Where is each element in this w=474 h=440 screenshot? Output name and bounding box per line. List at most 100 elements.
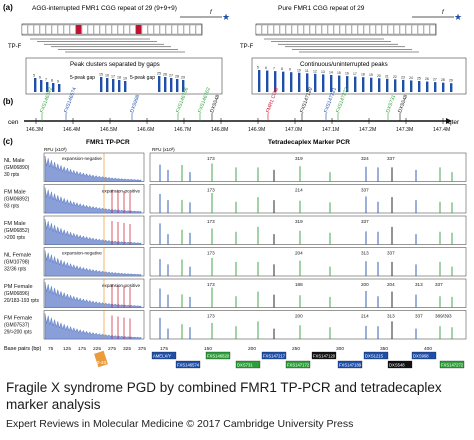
cgg-unit	[159, 24, 166, 35]
cgg-unit	[375, 24, 382, 35]
marker-box	[387, 360, 413, 369]
peak-number: 16	[105, 74, 109, 78]
schematic-peak	[402, 79, 405, 92]
cgg-unit	[291, 24, 298, 35]
peak-number: 5	[257, 66, 259, 70]
marker-box	[151, 351, 177, 360]
peak-number: 18	[361, 73, 365, 77]
cgg-unit	[111, 24, 118, 35]
sample-id: (GM06892)	[4, 197, 30, 203]
marker-label: DXS548	[209, 94, 221, 114]
panel-a-label: (a)	[3, 3, 13, 12]
tp-pcr-peaks	[44, 218, 142, 245]
peak-number: 29	[449, 79, 453, 83]
cgg-unit	[345, 24, 352, 35]
sample-name: FM Male	[4, 221, 26, 227]
peak-annotation: 313	[415, 282, 423, 287]
marker-pcr-trace	[149, 215, 467, 245]
bp-tick-label: 150	[204, 346, 212, 352]
sample-name: NL Female	[4, 253, 31, 259]
marker-pcr-trace	[149, 310, 467, 340]
peak-box-right	[251, 57, 467, 95]
cgg-unit	[147, 24, 154, 35]
peak-number: 6	[265, 66, 267, 70]
marker-box-label: FXS147172	[287, 362, 310, 367]
peak-number: 17	[111, 75, 115, 79]
cgg-unit	[357, 24, 364, 35]
peak-number: 13	[321, 70, 325, 74]
peak-number: 5	[33, 74, 35, 78]
marker-box-label: FXS147217	[263, 353, 286, 358]
marker-box	[235, 360, 261, 369]
expansion-positive-label: expansion-positive	[102, 189, 140, 194]
peak-annotation: 173	[207, 219, 215, 224]
peak-annotation: 188	[295, 282, 303, 287]
peak-number: 24	[409, 76, 413, 80]
cgg-unit	[153, 24, 160, 35]
peak-number: 16	[345, 72, 349, 76]
sample-repeats: >200 rpts	[4, 235, 25, 241]
gap-label-1: 5-peak gap	[70, 75, 95, 81]
cgg-unit	[411, 24, 418, 35]
primer-f-left: f	[210, 10, 213, 16]
cgg-unit	[279, 24, 286, 35]
schematic-peak	[124, 81, 127, 92]
peak-annotation: 313	[361, 251, 369, 256]
marker-box	[337, 360, 363, 369]
peak-number: 10	[297, 68, 301, 72]
marker-box-label: FXS147272	[441, 362, 464, 367]
marker-box	[175, 360, 201, 369]
bp-tick-label: 300	[336, 346, 344, 352]
cen-label: cen	[8, 119, 19, 126]
caption-source: Expert Reviews in Molecular Medicine © 2…	[6, 418, 354, 430]
tp-pcr-peaks	[44, 281, 142, 308]
svg-text:★: ★	[454, 12, 462, 22]
schematic-peak	[346, 76, 349, 92]
sample-repeats: 29/>200 rpts	[4, 330, 32, 336]
cgg-unit	[171, 24, 178, 35]
bp-tick-label: 200	[248, 346, 256, 352]
base-pair-axis: Base pairs (bp) 75 125 175 225 275 325 375 175 1…	[4, 346, 432, 368]
gap-label-2: 5-peak gap	[130, 75, 155, 81]
tp-pcr-peaks	[44, 187, 142, 214]
caption: Fragile X syndrome PGD by combined FMR1 …	[6, 379, 466, 431]
cgg-unit	[321, 24, 328, 35]
cgg-unit	[165, 24, 172, 35]
sample-row: FM Male(GM06892)93 rpts expansion-positiv…	[4, 184, 467, 214]
sample-row: FM Female(GM07537)29/>200 rpts 173 200 214 3…	[4, 310, 467, 340]
schematic-peak	[378, 78, 381, 92]
peak-annotation: 173	[207, 251, 215, 256]
peak-annotation: 214	[361, 314, 369, 319]
marker-box	[363, 351, 389, 360]
marker-box	[205, 351, 231, 360]
cgg-unit	[339, 24, 346, 35]
peak-annotation: 324	[361, 156, 369, 161]
schematic-peak	[112, 79, 115, 92]
cgg-unit	[195, 24, 202, 35]
schematic-peak	[274, 71, 277, 92]
peak-number: 18	[117, 76, 121, 80]
sample-name: PM Female	[4, 284, 33, 290]
qter-label: qter	[448, 119, 460, 126]
peak-annotation: 173	[207, 282, 215, 287]
peak-number: 11	[305, 69, 309, 73]
marker-box	[439, 360, 465, 369]
panel-a-left: AGG-interrupted FMR1 CGG repeat of 29 (9…	[8, 5, 230, 95]
sample-id: (GM06852)	[4, 228, 30, 234]
expansion-negative-label: expansion-negative	[62, 251, 102, 256]
marker-box	[261, 351, 287, 360]
schematic-peak	[176, 79, 179, 92]
peak-number: 12	[313, 69, 317, 73]
peak-annotation: 173	[207, 188, 215, 193]
marker-pcr-title: Tetradecaplex Marker PCR	[268, 139, 350, 146]
schematic-peak	[164, 77, 167, 92]
axis-tick-label: 147.2M	[359, 127, 376, 133]
peak-number: 15	[99, 73, 103, 77]
sample-id: (GM10798)	[4, 260, 30, 266]
cgg-unit	[57, 24, 64, 35]
cgg-unit	[117, 24, 124, 35]
tp-pcr-title: FMR1 TP-PCR	[86, 139, 130, 146]
sample-id: (GM06896)	[4, 291, 30, 297]
panel-a-right-title: Pure FMR1 CGG repeat of 29	[278, 5, 365, 12]
